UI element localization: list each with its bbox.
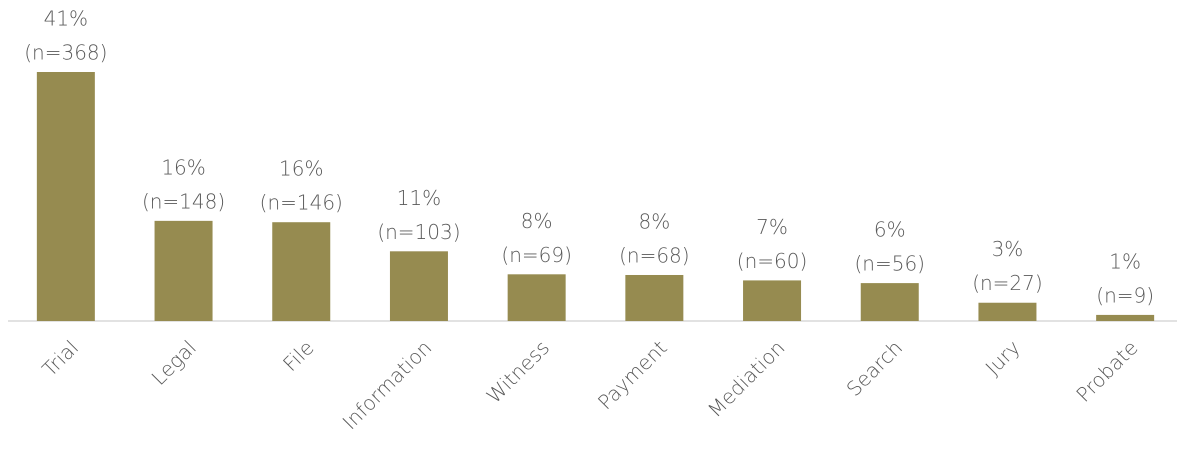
bar <box>154 220 213 321</box>
x-tick-label: Jury <box>981 335 1025 379</box>
x-tick-label: Information <box>338 335 437 434</box>
bar <box>625 274 684 321</box>
value-label: 8% <box>638 209 670 233</box>
bar <box>743 280 802 321</box>
bar <box>978 302 1037 321</box>
value-label: 6% <box>874 218 906 242</box>
value-label: 16% <box>279 157 323 181</box>
x-tick-label: Payment <box>593 335 672 414</box>
value-label: (n=103) <box>377 220 460 244</box>
x-tick-label: Witness <box>482 335 555 408</box>
bar <box>272 222 331 321</box>
value-label: 8% <box>521 209 553 233</box>
value-label: 16% <box>161 155 205 179</box>
x-tick-label: Probate <box>1071 335 1142 406</box>
x-tick-label: Legal <box>147 335 201 389</box>
value-label: (n=146) <box>260 191 343 215</box>
value-label: (n=148) <box>142 189 225 213</box>
value-label: (n=69) <box>501 243 572 267</box>
value-label: (n=27) <box>972 271 1043 295</box>
value-label: (n=368) <box>24 41 107 65</box>
value-label: 41% <box>44 7 88 31</box>
x-tick-label: File <box>278 335 319 376</box>
x-tick-label: Mediation <box>703 335 790 422</box>
bar <box>1096 314 1155 321</box>
x-tick-label: Trial <box>37 335 83 381</box>
value-label: 3% <box>992 237 1024 261</box>
value-label: 11% <box>397 186 441 210</box>
bar <box>389 251 448 321</box>
bar <box>860 283 919 321</box>
x-tick-label: Search <box>842 335 908 401</box>
value-label: (n=68) <box>619 243 690 267</box>
value-label: (n=9) <box>1096 283 1154 307</box>
value-label: 7% <box>756 215 788 239</box>
value-label: 1% <box>1109 249 1141 273</box>
bar <box>36 72 95 321</box>
bar <box>507 274 566 321</box>
value-label: (n=56) <box>855 252 926 276</box>
value-label: (n=60) <box>737 249 808 273</box>
